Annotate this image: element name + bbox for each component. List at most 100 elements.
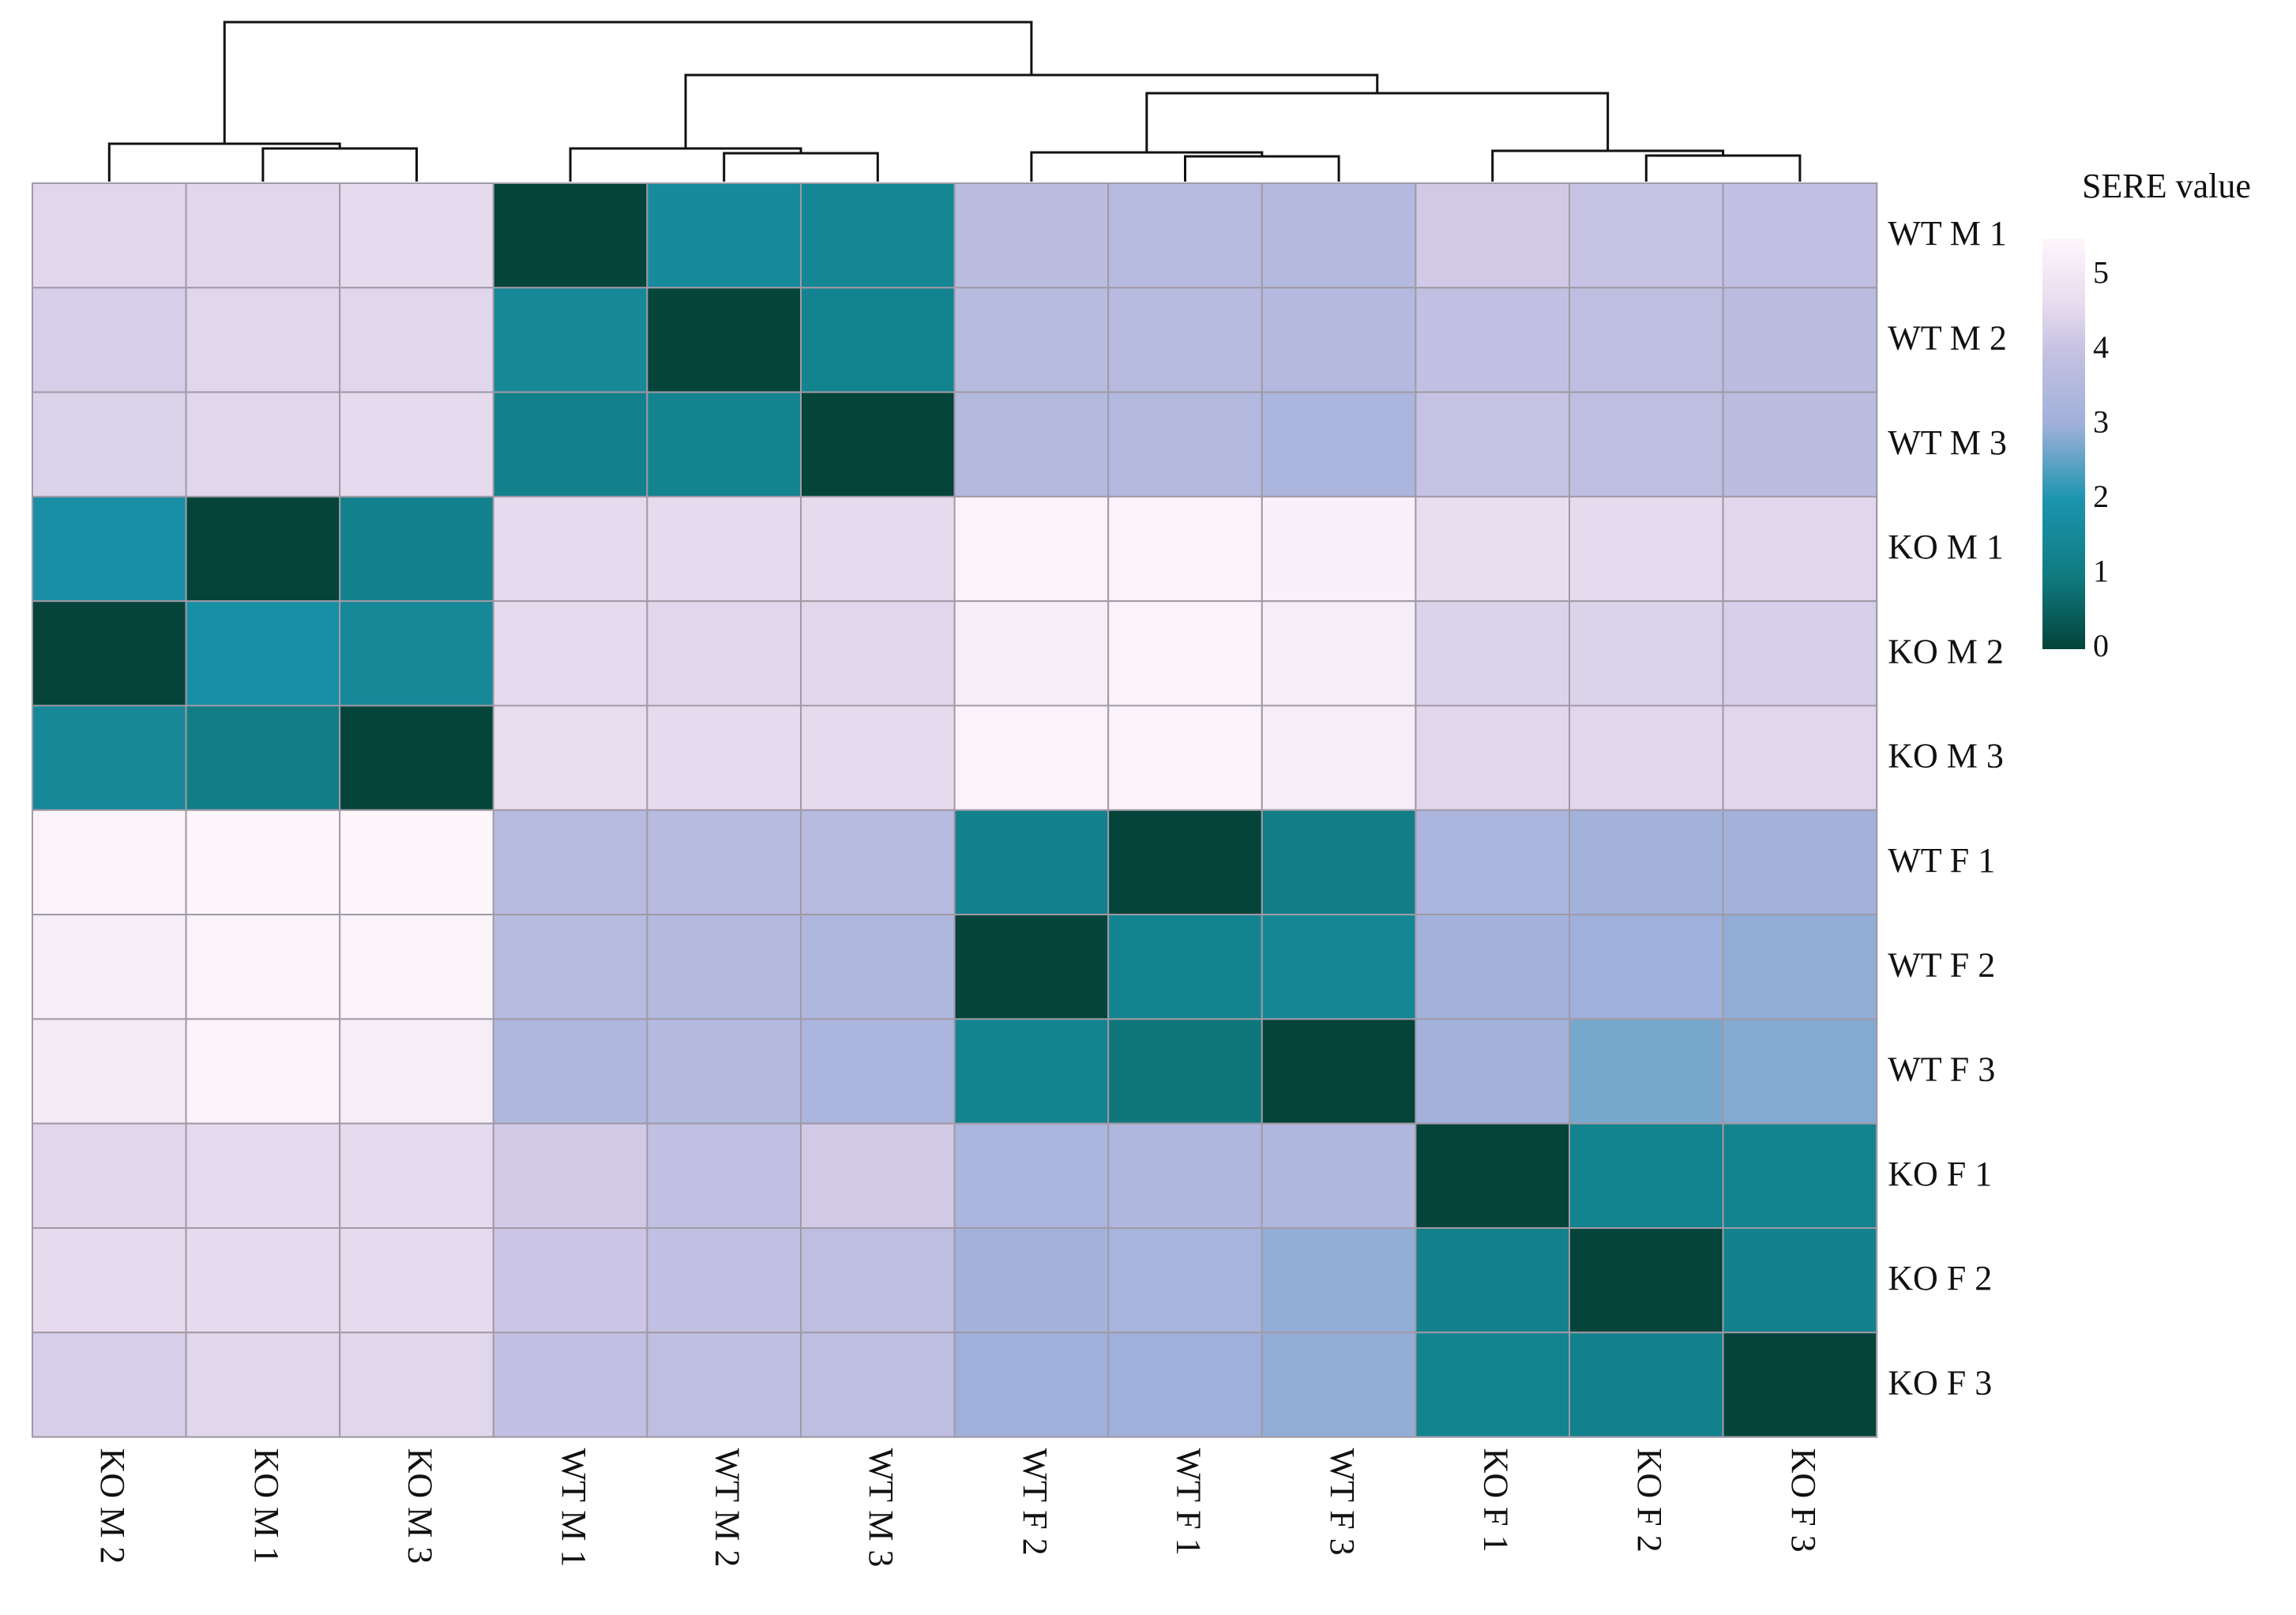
heatmap-cell xyxy=(1569,182,1724,289)
heatmap-cell xyxy=(1569,704,1724,811)
row-label: WT M 2 xyxy=(1888,319,2007,358)
heatmap-cell xyxy=(646,914,802,1020)
row-label: WT F 3 xyxy=(1888,1050,1995,1089)
heatmap-cell xyxy=(32,914,187,1020)
legend-tick-label: 4 xyxy=(2093,329,2109,365)
heatmap-cell xyxy=(1107,1122,1263,1229)
heatmap-cell xyxy=(185,914,341,1020)
row-label: KO M 2 xyxy=(1888,632,2004,670)
heatmap-cell xyxy=(953,1018,1110,1125)
heatmap-cell xyxy=(1261,914,1417,1020)
heatmap-cell xyxy=(32,1018,187,1125)
heatmap-cell xyxy=(800,1018,956,1125)
heatmap-cell xyxy=(646,1331,802,1438)
heatmap-cell xyxy=(185,287,341,393)
heatmap-cell xyxy=(1722,182,1878,289)
heatmap-cell xyxy=(339,704,494,811)
heatmap-cell xyxy=(185,495,341,603)
heatmap-cell xyxy=(953,1227,1110,1334)
heatmap-cell xyxy=(492,1122,648,1229)
heatmap-cell xyxy=(185,182,341,289)
heatmap-cell xyxy=(492,391,648,498)
heatmap-cell xyxy=(339,809,494,916)
heatmap-cell xyxy=(800,287,956,393)
heatmap-cell xyxy=(1261,1331,1417,1438)
heatmap-cell xyxy=(1722,600,1878,707)
heatmap-cell xyxy=(339,1122,494,1229)
heatmap-cell xyxy=(800,809,956,916)
heatmap-cell xyxy=(1415,704,1571,811)
column-label: WT F 2 xyxy=(1016,1448,1054,1556)
heatmap-cell xyxy=(492,704,648,811)
heatmap-cell xyxy=(1107,495,1263,603)
heatmap-cell xyxy=(1569,914,1724,1020)
legend-tick-label: 1 xyxy=(2093,554,2109,589)
heatmap-cell xyxy=(646,182,802,289)
heatmap-cell xyxy=(953,495,1110,603)
heatmap-cell xyxy=(339,600,494,707)
row-labels: WT M 1 WT M 2 WT M 3 KO M 1 KO M 2 KO M 3 WT F… xyxy=(1888,214,2007,1402)
heatmap-cell xyxy=(1415,495,1571,603)
heatmap-cell xyxy=(32,495,187,603)
heatmap-cell xyxy=(800,495,956,603)
row-label: WT F 1 xyxy=(1888,841,1995,880)
heatmap-cell xyxy=(646,809,802,916)
heatmap-cell xyxy=(646,495,802,603)
heatmap-cell xyxy=(492,495,648,603)
dendrogram-branch xyxy=(684,73,1379,148)
row-label: WT M 1 xyxy=(1888,214,2007,253)
column-label: WT F 3 xyxy=(1323,1448,1362,1556)
heatmap-cell xyxy=(1261,809,1417,916)
legend-tick-label: 5 xyxy=(2093,254,2109,290)
heatmap-cell xyxy=(1261,704,1417,811)
heatmap-cell xyxy=(1261,1018,1417,1125)
dendrogram-branch xyxy=(723,152,879,182)
heatmap-cell xyxy=(339,391,494,498)
heatmap-cell xyxy=(492,914,648,1020)
heatmap-cell xyxy=(1569,1331,1724,1438)
column-label: KO F 1 xyxy=(1477,1448,1516,1553)
heatmap-cell xyxy=(1415,391,1571,498)
heatmap-cell xyxy=(1107,914,1263,1020)
heatmap-cell xyxy=(32,287,187,393)
heatmap-cell xyxy=(800,704,956,811)
heatmap-cell xyxy=(1415,809,1571,916)
row-label: KO F 1 xyxy=(1888,1155,1992,1193)
heatmap-cell xyxy=(1569,495,1724,603)
heatmap-cell xyxy=(32,600,187,707)
heatmap-cell xyxy=(339,1331,494,1438)
column-label: KO M 3 xyxy=(400,1448,439,1564)
heatmap-cell xyxy=(646,1122,802,1229)
dendrogram-branch xyxy=(1644,154,1802,182)
heatmap-cell xyxy=(185,1018,341,1125)
column-label: KO F 3 xyxy=(1784,1448,1823,1553)
heatmap-cell xyxy=(953,391,1110,498)
column-label: WT M 2 xyxy=(708,1448,747,1568)
heatmap-cell xyxy=(1722,1122,1878,1229)
heatmap-cell xyxy=(1261,495,1417,603)
heatmap-cell xyxy=(1107,287,1263,393)
heatmap-cell xyxy=(1415,287,1571,393)
heatmap-cell xyxy=(1261,182,1417,289)
heatmap-cell xyxy=(32,1122,187,1229)
heatmap-cell xyxy=(953,1331,1110,1438)
heatmap-cell xyxy=(1261,1227,1417,1334)
row-label: KO F 3 xyxy=(1888,1364,1992,1403)
heatmap-cell xyxy=(32,391,187,498)
heatmap-cell xyxy=(1107,809,1263,916)
heatmap-cell xyxy=(1569,809,1724,916)
heatmap-cell xyxy=(1722,914,1878,1020)
heatmap-cell xyxy=(953,1122,1110,1229)
heatmap-cell xyxy=(492,1331,648,1438)
heatmap-cell xyxy=(1261,1122,1417,1229)
heatmap-cell xyxy=(646,1018,802,1125)
heatmap-cell xyxy=(185,809,341,916)
column-label: WT F 1 xyxy=(1169,1448,1208,1556)
heatmap-cell xyxy=(1722,1018,1878,1125)
heatmap-cell xyxy=(1415,182,1571,289)
heatmap-cell xyxy=(32,704,187,811)
heatmap-cell xyxy=(1415,1227,1571,1334)
heatmap-cell xyxy=(800,914,956,1020)
heatmap-cell xyxy=(1569,1227,1724,1334)
